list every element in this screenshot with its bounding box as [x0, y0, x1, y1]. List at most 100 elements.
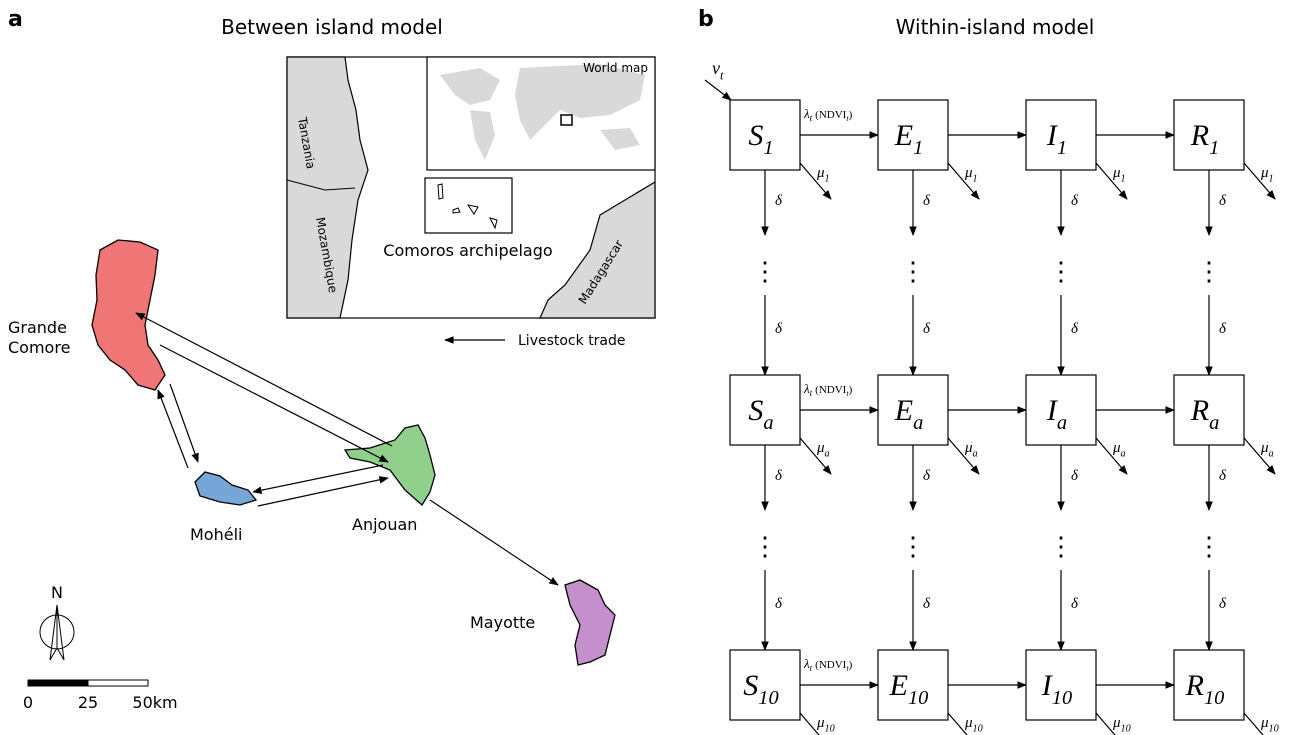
aging-label: δ: [1219, 193, 1227, 209]
ellipsis: ⋮: [900, 257, 926, 286]
death-label-subscript: 10: [825, 724, 835, 735]
compartment-label-subscript: 10: [1052, 687, 1072, 709]
infection-symbol: λ: [803, 656, 810, 671]
infection-subscript: t: [810, 388, 813, 398]
infection-label: λt (NDVIt): [803, 381, 853, 398]
infection-subscript: t: [810, 663, 813, 673]
death-label-subscript: a: [825, 449, 830, 460]
death-label-subscript: 10: [1269, 724, 1279, 735]
panel-title: Within-island model: [896, 15, 1095, 39]
death-label-symbol: μ: [816, 715, 825, 731]
compartment-box: [1025, 99, 1097, 171]
infection-symbol: λ: [803, 381, 810, 396]
compartment-label-subscript: 1: [1209, 137, 1219, 159]
infection-arg: (NDVI: [815, 109, 846, 121]
compartment-box: [1025, 374, 1097, 446]
island-label: Anjouan: [352, 515, 417, 534]
death-label-subscript: 1: [1121, 174, 1126, 185]
compartment-label: E10: [889, 669, 929, 709]
scale-label: 50km: [132, 693, 177, 712]
compass: [39, 604, 75, 661]
aging-label: δ: [923, 321, 931, 337]
compartment-label-subscript: 10: [1204, 687, 1224, 709]
infection-symbol: λ: [803, 106, 810, 121]
compartment-label-subscript: 1: [913, 137, 923, 159]
aging-label: δ: [1071, 321, 1079, 337]
death-label-symbol: μ: [1112, 165, 1121, 181]
island-label: Mohéli: [190, 525, 242, 544]
death-arrow: [947, 437, 980, 475]
ellipsis: ⋮: [1196, 532, 1222, 561]
death-arrow: [799, 162, 832, 200]
compartment-label: I10: [1041, 669, 1072, 709]
trade-arrows: [135, 312, 559, 586]
death-arrow: [1095, 712, 1116, 735]
panel-letter: b: [698, 7, 714, 32]
death-arrow: [1095, 437, 1128, 475]
death-arrow: [799, 712, 820, 735]
compartment-label-symbol: E: [894, 394, 913, 427]
compartment-label-symbol: R: [1190, 119, 1209, 152]
island-anjouan: [343, 424, 436, 506]
death-label-symbol: μ: [1260, 715, 1269, 731]
compartment-label-symbol: R: [1190, 394, 1209, 427]
compartment-label-subscript: a: [1209, 412, 1219, 434]
aging-label: δ: [1219, 321, 1227, 337]
death-label: μ10: [1112, 715, 1131, 735]
panel-title: Between island model: [221, 15, 443, 39]
death-label-subscript: 10: [1121, 724, 1131, 735]
death-label: μa: [816, 440, 830, 460]
aging-label: δ: [1071, 193, 1079, 209]
ellipsis: ⋮: [900, 532, 926, 561]
death-label-symbol: μ: [964, 165, 973, 181]
compartment-label: S1: [748, 119, 773, 159]
death-label: μ1: [964, 165, 978, 185]
compartment-box: [729, 649, 801, 721]
infection-arg: (NDVI: [815, 384, 846, 396]
ellipsis: ⋮: [1196, 257, 1222, 286]
death-arrow: [1243, 162, 1276, 200]
death-label-subscript: 1: [1269, 174, 1274, 185]
compartment-box: [877, 649, 949, 721]
aging-label: δ: [923, 193, 931, 209]
death-label: μa: [964, 440, 978, 460]
death-arrow: [799, 437, 832, 475]
death-label: μ10: [964, 715, 983, 735]
island-mayotte: [564, 579, 616, 666]
aging-label: δ: [923, 596, 931, 612]
infection-arg-subscript: t: [846, 114, 849, 123]
compartment-label-subscript: a: [913, 412, 923, 434]
death-label: μa: [1260, 440, 1274, 460]
death-label: μ10: [1260, 715, 1279, 735]
island-label: Mayotte: [470, 613, 535, 632]
infection-subscript: t: [810, 113, 813, 123]
inset-label: World map: [583, 61, 648, 75]
compartment-label-symbol: S: [748, 394, 763, 427]
ellipsis: ⋮: [752, 532, 778, 561]
aging-label: δ: [923, 468, 931, 484]
death-label-subscript: 1: [973, 174, 978, 185]
compartment-label-symbol: I: [1046, 394, 1059, 427]
aging-label: δ: [775, 193, 783, 209]
aging-label: δ: [1071, 596, 1079, 612]
island-label: Comore: [8, 338, 70, 357]
compartment-label-symbol: R: [1185, 669, 1204, 702]
compartment-label: Sa: [748, 394, 773, 434]
island-label: Grande: [8, 318, 67, 337]
death-label-symbol: μ: [1112, 440, 1121, 456]
death-label-symbol: μ: [1260, 165, 1269, 181]
compartment-label-subscript: 1: [1057, 137, 1067, 159]
island-grande-comore: [91, 239, 166, 391]
death-label-subscript: a: [1121, 449, 1126, 460]
compartment-label: Ea: [894, 394, 924, 434]
input-arrow: [704, 79, 732, 101]
aging-label: δ: [1219, 596, 1227, 612]
compartment-label-subscript: a: [763, 412, 773, 434]
infection-arg-subscript: t: [846, 664, 849, 673]
infection-label: λt (NDVIt): [803, 106, 853, 123]
scale-label: 25: [78, 693, 98, 712]
inset-map: World map Tanzania Mozambique Madagascar…: [286, 56, 656, 319]
infection-close: ): [849, 659, 853, 671]
panel-letter: a: [8, 7, 23, 32]
